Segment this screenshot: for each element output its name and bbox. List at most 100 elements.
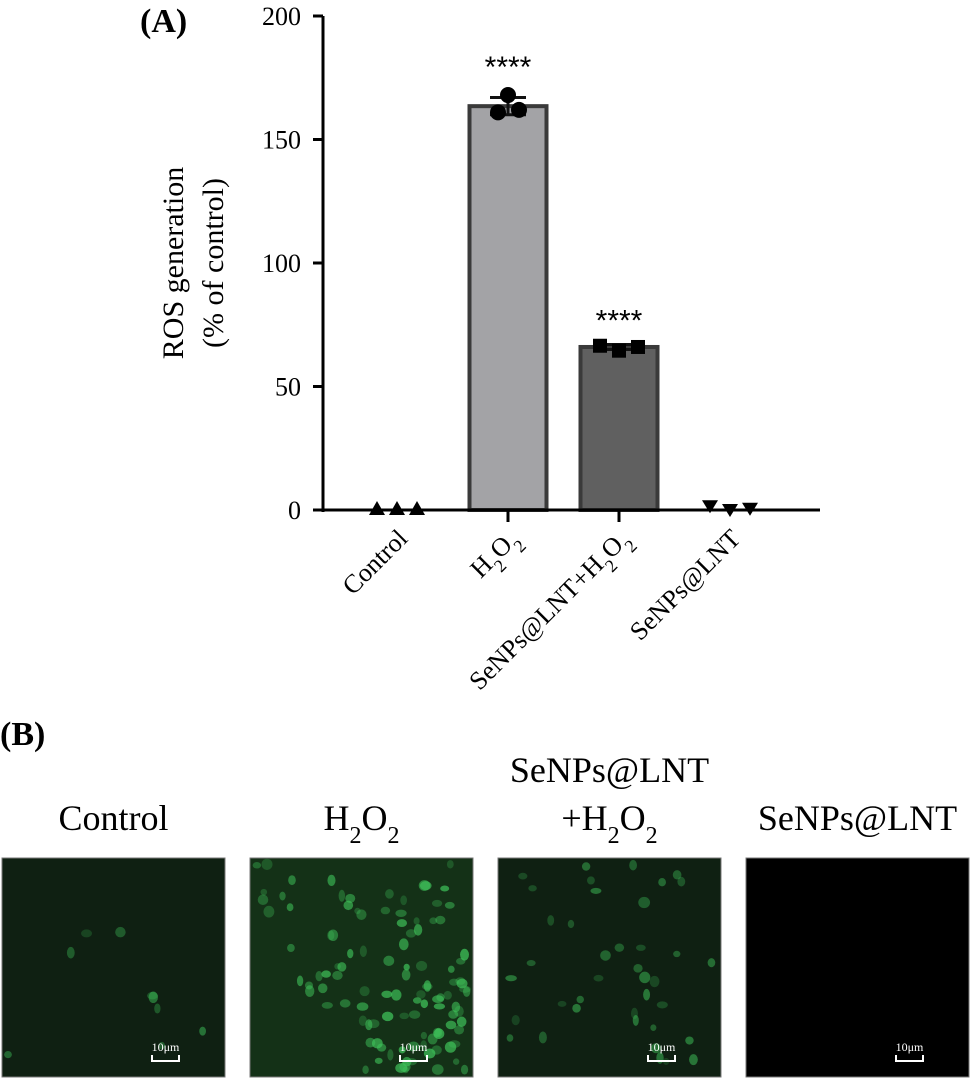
data-point: [500, 87, 516, 104]
fluorescent-cell: [252, 861, 262, 869]
fluorescent-cell: [321, 970, 332, 978]
bar-1: [467, 104, 549, 512]
scale-bar-label: 10μm: [152, 1040, 180, 1054]
fluorescent-cell: [444, 1041, 457, 1053]
fluorescent-cell: [347, 948, 354, 959]
fluorescent-cell: [398, 1046, 406, 1054]
fluorescent-cell: [443, 990, 452, 1000]
fluorescent-cell: [446, 860, 454, 869]
fluorescent-cell: [318, 983, 328, 994]
micrograph-image: [745, 857, 970, 1078]
fluorescent-cell: [154, 1003, 161, 1014]
fluorescent-cell: [279, 891, 286, 901]
y-axis-label: (% of control): [197, 178, 230, 348]
fluorescent-cell: [420, 1031, 428, 1040]
scale-bar-label: 10μm: [400, 1040, 428, 1054]
fluorescent-cell: [387, 1049, 394, 1061]
y-tick-label: 100: [262, 249, 301, 278]
scale-bar-label: 10μm: [896, 1040, 924, 1054]
y-tick-label: 50: [275, 373, 301, 402]
fluorescent-cell: [260, 888, 268, 896]
y-tick-label: 200: [262, 2, 301, 31]
fluorescent-cell: [261, 858, 273, 870]
fluorescent-cell: [374, 1057, 383, 1064]
fluorescent-cell: [381, 1011, 394, 1022]
y-axis-label: ROS generation: [157, 167, 190, 359]
fluorescent-cell: [707, 958, 716, 968]
fluorescent-cell: [362, 1065, 369, 1074]
fluorescent-cell: [557, 1000, 567, 1007]
fluorescent-cell: [547, 915, 555, 926]
fluorescent-cell: [158, 1041, 166, 1050]
fluorescent-cell: [339, 999, 351, 1008]
x-tick-label-1: H2O2: [464, 524, 529, 589]
fluorescent-cell: [689, 1054, 698, 1066]
fluorescent-cell: [452, 1058, 460, 1065]
fluorescent-cell: [567, 919, 575, 929]
fluorescent-cell: [454, 1025, 465, 1035]
fluorescent-cell: [199, 1026, 206, 1036]
micrograph-image: [497, 857, 722, 1078]
significance-label: ****: [485, 51, 532, 84]
data-point: [742, 502, 758, 516]
fluorescent-cell: [391, 989, 402, 1001]
fluorescent-cell: [359, 986, 370, 997]
fluorescent-cell: [462, 986, 471, 997]
panel-a-label: (A): [140, 3, 187, 40]
data-point: [511, 101, 527, 118]
fluorescent-cell: [328, 929, 339, 942]
micrograph-row: Control 10μm H2O2 10μm SeNPs@LNT +H2O2 10μm SeN…: [1, 750, 970, 1078]
fluorescent-cell: [115, 926, 126, 938]
fluorescent-cell: [685, 1036, 694, 1045]
fluorescent-cell: [420, 1040, 428, 1052]
fluorescent-cell: [433, 1003, 446, 1010]
data-point: [409, 501, 425, 515]
fluorescent-cell: [385, 889, 394, 899]
fluorescent-cell: [505, 975, 517, 982]
fluorescent-cell: [305, 985, 315, 997]
fluorescent-cell: [431, 1045, 442, 1055]
fluorescent-cell: [146, 991, 158, 1000]
fluorescent-cell: [629, 859, 637, 871]
data-point: [389, 501, 405, 515]
fluorescent-cell: [431, 899, 443, 907]
fluorescent-cell: [449, 978, 459, 986]
fluorescent-cell: [643, 988, 651, 1001]
fluorescent-cell: [593, 974, 604, 982]
fluorescent-cell: [399, 1012, 410, 1020]
fluorescent-cell: [528, 885, 537, 892]
significance-label: ****: [596, 305, 643, 338]
fluorescent-cell: [263, 905, 275, 918]
fluorescent-cell: [639, 971, 651, 984]
scale-bar-label: 10μm: [648, 1040, 676, 1054]
fluorescent-cell: [650, 1043, 661, 1054]
fluorescent-cell: [445, 1020, 457, 1030]
fluorescent-cell: [408, 1010, 421, 1019]
scale-bar: [399, 1055, 428, 1062]
fluorescent-cell: [407, 1041, 420, 1052]
fluorescent-cell: [429, 917, 438, 925]
fluorescent-cell: [398, 938, 409, 951]
fluorescent-cell: [427, 1033, 438, 1045]
fluorescent-cell: [590, 887, 602, 894]
fluorescent-cell: [434, 1027, 443, 1038]
fluorescent-cell: [413, 917, 420, 925]
fluorescent-cell: [614, 943, 625, 952]
fluorescent-cell: [365, 1019, 373, 1031]
fluorescent-cell: [332, 970, 343, 980]
fluorescent-cell: [572, 1003, 581, 1013]
fluorescent-cell: [403, 963, 410, 971]
fluorescent-cell: [444, 901, 455, 909]
fluorescent-cell: [511, 1015, 520, 1026]
fluorescent-cell: [630, 1007, 638, 1020]
micrograph-image: [249, 857, 474, 1078]
fluorescent-cell: [327, 930, 335, 941]
fluorescent-cell: [460, 948, 469, 961]
fluorescent-cell: [448, 1040, 461, 1048]
fluorescent-cell: [405, 929, 417, 938]
fluorescent-cell: [673, 950, 681, 958]
data-point: [490, 104, 506, 121]
fluorescent-cell: [456, 978, 468, 989]
